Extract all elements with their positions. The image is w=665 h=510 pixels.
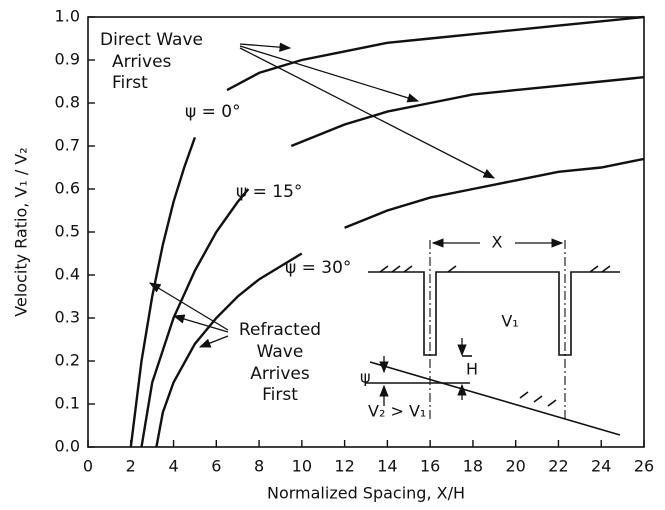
x-tick-label: 4	[168, 457, 178, 476]
x-tick-label: 26	[634, 457, 654, 476]
y-tick-label: 0.5	[55, 222, 80, 241]
x-tick-label: 14	[377, 457, 397, 476]
x-tick-label: 22	[548, 457, 568, 476]
x-tick-label: 2	[126, 457, 136, 476]
annotation: Direct Wave	[100, 30, 203, 50]
annotation: Refracted	[239, 320, 321, 340]
x-tick-label: 0	[83, 457, 93, 476]
y-tick-label: 0.2	[55, 351, 80, 370]
y-tick-label: 1.0	[55, 7, 80, 26]
series-line	[155, 157, 645, 448]
y-tick-label: 0.4	[55, 265, 80, 284]
inset-sketch	[365, 238, 621, 436]
y-tick-label: 0.8	[55, 93, 80, 112]
inset-label: X	[492, 233, 503, 252]
y-tick-label: 0.7	[55, 136, 80, 155]
annotation: Arrives	[112, 52, 172, 72]
inset-label: V₁	[501, 312, 518, 331]
series-line	[129, 15, 645, 448]
y-tick-label: 0.6	[55, 179, 80, 198]
x-tick-label: 6	[211, 457, 221, 476]
annotation: First	[262, 385, 298, 405]
inset-label: ψ	[360, 368, 371, 387]
x-tick-label: 10	[292, 457, 312, 476]
y-tick-label: 0.0	[55, 437, 80, 456]
annotation: Arrives	[250, 364, 310, 384]
y-axis-title: Velocity Ratio, V₁ / V₂	[12, 147, 31, 316]
annotation: Wave	[257, 342, 304, 362]
series-line	[140, 76, 645, 448]
y-tick-label: 0.9	[55, 50, 80, 69]
inset-label: V₂ > V₁	[368, 402, 426, 421]
annotation: First	[112, 73, 148, 93]
x-tick-label: 16	[420, 457, 440, 476]
series-label: ψ = 0°	[185, 102, 241, 122]
x-axis-title: Normalized Spacing, X/H	[267, 484, 465, 503]
series-label: ψ = 30°	[285, 258, 351, 278]
x-tick-label: 12	[334, 457, 354, 476]
x-tick-label: 8	[254, 457, 264, 476]
y-tick-label: 0.3	[55, 308, 80, 327]
x-tick-label: 18	[463, 457, 483, 476]
series-label: ψ = 15°	[236, 182, 302, 202]
inset-label: H	[466, 360, 478, 379]
x-tick-label: 24	[591, 457, 611, 476]
annotation-arrows	[148, 42, 496, 348]
x-tick-label: 20	[506, 457, 526, 476]
y-tick-label: 0.1	[55, 394, 80, 413]
